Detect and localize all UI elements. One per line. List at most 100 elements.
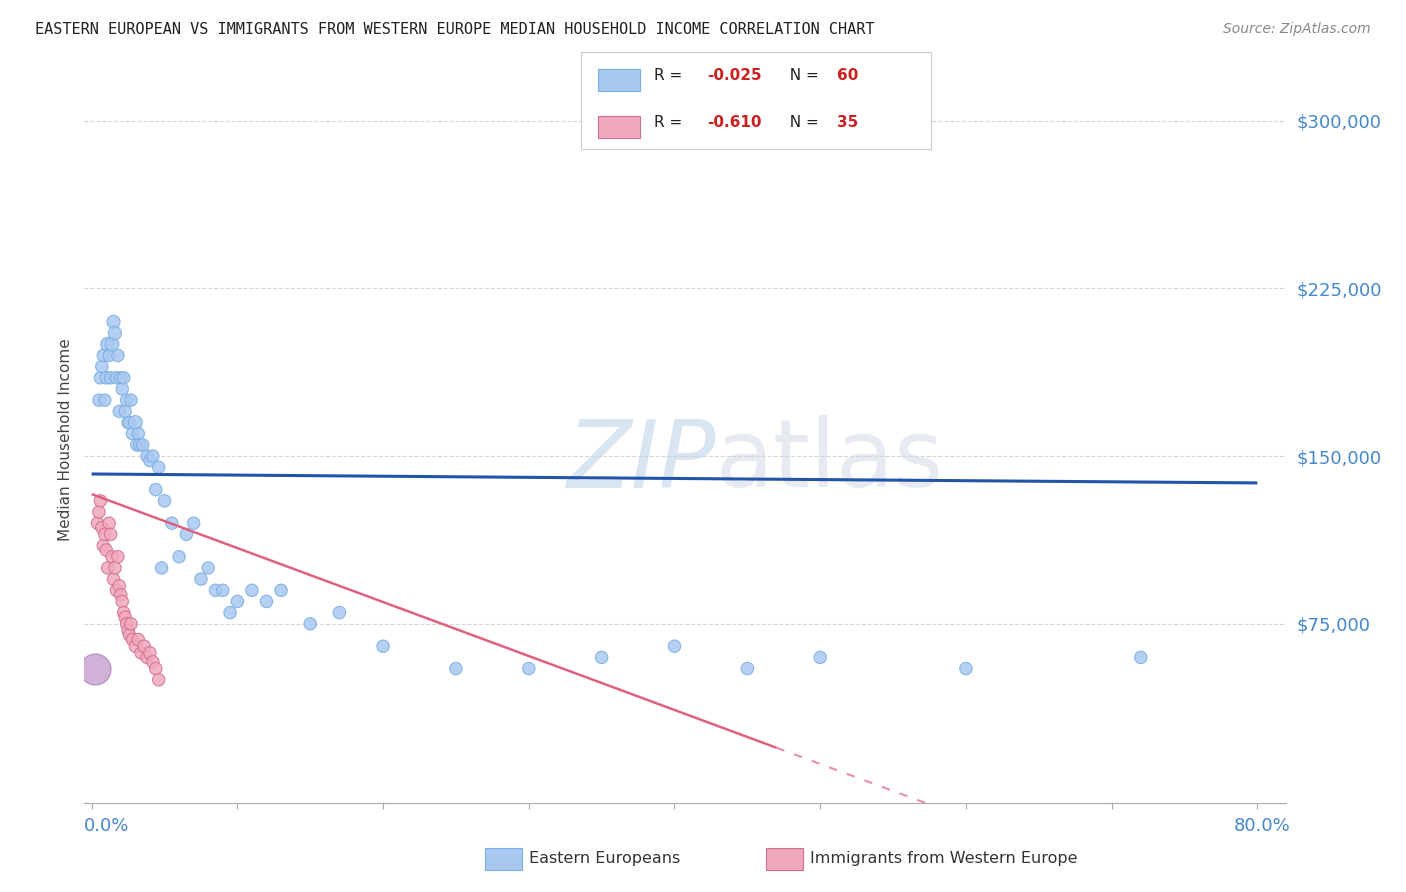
Point <box>131 438 153 452</box>
Point <box>124 416 146 430</box>
Point <box>91 539 114 553</box>
Point <box>808 650 831 665</box>
Point <box>270 583 292 598</box>
Point <box>98 516 121 531</box>
Point <box>139 453 162 467</box>
Point <box>115 393 138 408</box>
Text: Eastern Europeans: Eastern Europeans <box>529 851 681 865</box>
Point <box>148 673 170 687</box>
Point <box>148 460 170 475</box>
Text: atlas: atlas <box>716 415 943 508</box>
Point <box>94 527 117 541</box>
Text: EASTERN EUROPEAN VS IMMIGRANTS FROM WESTERN EUROPE MEDIAN HOUSEHOLD INCOME CORRE: EASTERN EUROPEAN VS IMMIGRANTS FROM WEST… <box>35 22 875 37</box>
Y-axis label: Median Household Income: Median Household Income <box>58 338 73 541</box>
Text: 35: 35 <box>837 115 858 129</box>
Point <box>121 632 143 647</box>
Text: Source: ZipAtlas.com: Source: ZipAtlas.com <box>1223 22 1371 37</box>
Point <box>107 549 129 564</box>
Point <box>219 606 242 620</box>
Point <box>90 521 112 535</box>
Point <box>132 639 155 653</box>
Point <box>83 662 105 676</box>
Text: 0.0%: 0.0% <box>84 817 129 835</box>
Point <box>96 371 118 385</box>
Text: -0.025: -0.025 <box>707 68 762 83</box>
Text: N =: N = <box>780 115 824 129</box>
Text: 80.0%: 80.0% <box>1234 817 1291 835</box>
Point <box>128 438 150 452</box>
Point <box>118 628 141 642</box>
Point <box>118 416 141 430</box>
Point <box>150 561 173 575</box>
Point <box>153 493 176 508</box>
Point <box>955 662 977 676</box>
Point <box>226 594 249 608</box>
Point <box>127 426 149 441</box>
Point <box>108 404 131 418</box>
Point <box>89 371 111 385</box>
Point <box>256 594 278 608</box>
Point <box>121 426 143 441</box>
Point <box>328 606 350 620</box>
Point <box>103 572 125 586</box>
Point <box>211 583 233 598</box>
Point <box>105 371 128 385</box>
Point <box>124 639 146 653</box>
Point <box>145 483 167 497</box>
Point <box>117 624 139 638</box>
Point <box>103 315 125 329</box>
Point <box>127 632 149 647</box>
Text: Immigrants from Western Europe: Immigrants from Western Europe <box>810 851 1077 865</box>
Point <box>111 382 134 396</box>
Point <box>136 449 159 463</box>
Point <box>96 543 118 558</box>
Point <box>107 348 129 362</box>
Point <box>112 606 135 620</box>
Point <box>142 655 165 669</box>
Point <box>117 416 139 430</box>
Point <box>444 662 467 676</box>
Point <box>299 616 322 631</box>
Point <box>129 646 152 660</box>
Point <box>183 516 205 531</box>
Point <box>87 393 110 408</box>
Point <box>115 616 138 631</box>
Point <box>664 639 686 653</box>
Point <box>160 516 183 531</box>
Point <box>517 662 540 676</box>
Point <box>104 326 127 340</box>
Point <box>176 527 198 541</box>
Point <box>142 449 165 463</box>
Point <box>97 337 120 351</box>
Point <box>90 359 112 374</box>
Point <box>87 505 110 519</box>
Point <box>111 594 134 608</box>
Point <box>105 583 128 598</box>
Point <box>101 337 124 351</box>
Point <box>114 610 136 624</box>
Point <box>136 650 159 665</box>
Text: -0.610: -0.610 <box>707 115 762 129</box>
Point <box>89 493 111 508</box>
Point <box>120 393 142 408</box>
Point <box>197 561 219 575</box>
Point <box>120 616 142 631</box>
Point <box>91 348 114 362</box>
Point <box>110 371 132 385</box>
Point <box>100 371 122 385</box>
Point <box>98 348 121 362</box>
Point <box>240 583 263 598</box>
Point <box>167 549 190 564</box>
Point <box>114 404 136 418</box>
Point <box>112 371 135 385</box>
Point <box>737 662 759 676</box>
Point <box>108 579 131 593</box>
Point <box>591 650 613 665</box>
Point <box>100 527 122 541</box>
Point <box>101 549 124 564</box>
Point <box>139 646 162 660</box>
Point <box>125 438 148 452</box>
Point <box>94 393 117 408</box>
Point <box>110 588 132 602</box>
Text: N =: N = <box>780 68 824 83</box>
